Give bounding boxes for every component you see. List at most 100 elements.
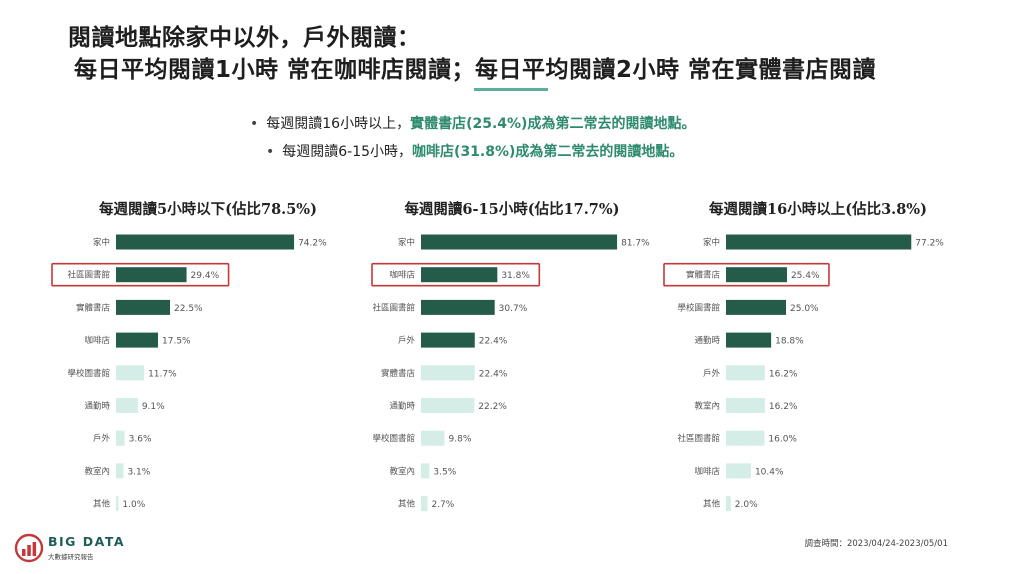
value-label: 77.2% xyxy=(915,239,944,249)
value-label: 18.8% xyxy=(775,337,804,347)
bar xyxy=(726,234,912,250)
highlight-box xyxy=(51,262,230,287)
bar xyxy=(116,267,187,283)
category-label: 實體書店 xyxy=(381,368,416,379)
bar xyxy=(726,463,751,479)
category-label: 其他 xyxy=(398,499,416,510)
category-label: 其他 xyxy=(93,499,111,510)
logo-name: BIG DATA xyxy=(48,534,126,549)
bullet-dot-icon: • xyxy=(250,116,259,132)
bar xyxy=(726,496,731,512)
bullet-dot-icon: • xyxy=(266,144,275,160)
bar xyxy=(421,267,498,283)
value-label: 11.7% xyxy=(148,369,177,379)
category-label: 教室內 xyxy=(694,401,720,412)
summary-bullet-1: • 每週閱讀16小時以上，實體書店(25.4%)成為第二常去的閱讀地點。 xyxy=(250,110,890,138)
logo-subtitle: 大數據研究報告 xyxy=(48,553,94,561)
highlight-box xyxy=(371,262,541,287)
value-label: 22.5% xyxy=(174,304,203,314)
value-label: 16.2% xyxy=(769,402,798,412)
category-label: 實體書店 xyxy=(686,270,721,281)
bar-chart-logo-icon xyxy=(14,533,44,563)
category-label: 社區圖書館 xyxy=(67,270,110,281)
category-label: 家中 xyxy=(703,237,720,248)
value-label: 29.4% xyxy=(191,271,220,281)
value-label: 17.5% xyxy=(162,337,191,347)
summary-bullets: • 每週閱讀16小時以上，實體書店(25.4%)成為第二常去的閱讀地點。 • 每週閱… xyxy=(250,110,890,166)
value-label: 74.2% xyxy=(298,239,327,249)
bullet-1-highlight: 實體書店(25.4%)成為第二常去的閱讀地點。 xyxy=(410,116,696,132)
survey-period: 調查時間：2023/04/24-2023/05/01 xyxy=(804,539,948,549)
value-label: 1.0% xyxy=(122,500,145,510)
value-label: 9.1% xyxy=(142,402,165,412)
bar xyxy=(726,430,765,446)
bar xyxy=(421,234,618,250)
category-label: 咖啡店 xyxy=(389,270,415,281)
highlight-box xyxy=(663,262,830,287)
chart-title: 每週閱讀16小時以上(佔比3.8%) xyxy=(709,200,927,218)
bar xyxy=(116,463,124,479)
value-label: 3.5% xyxy=(433,467,456,477)
bar xyxy=(726,267,787,283)
bar xyxy=(421,332,475,348)
bullet-2-text: 每週閱讀6-15小時， xyxy=(282,144,413,160)
bar xyxy=(421,496,428,512)
page-title-line2: 每日平均閱讀1小時 常在咖啡店閱讀；每日平均閱讀2小時 常在實體書店閱讀 xyxy=(74,57,877,83)
bullet-2-highlight: 咖啡店(31.8%)成為第二常去的閱讀地點。 xyxy=(412,144,684,160)
category-label: 戶外 xyxy=(703,368,721,379)
bar xyxy=(116,299,170,315)
value-label: 22.4% xyxy=(479,369,508,379)
value-label: 10.4% xyxy=(755,467,784,477)
value-label: 3.6% xyxy=(129,435,152,445)
brand-logo: BIG DATA 大數據研究報告 xyxy=(14,532,134,568)
category-label: 咖啡店 xyxy=(694,466,720,477)
category-label: 教室內 xyxy=(84,466,110,477)
value-label: 2.7% xyxy=(431,500,454,510)
summary-bullet-2: • 每週閱讀6-15小時，咖啡店(31.8%)成為第二常去的閱讀地點。 xyxy=(250,138,890,166)
value-label: 25.0% xyxy=(790,304,819,314)
category-label: 其他 xyxy=(703,499,721,510)
bar xyxy=(726,365,765,381)
title-underline xyxy=(474,88,548,91)
category-label: 家中 xyxy=(398,237,415,248)
bar xyxy=(726,299,786,315)
value-label: 30.7% xyxy=(499,304,528,314)
category-label: 教室內 xyxy=(389,466,415,477)
value-label: 9.8% xyxy=(449,435,472,445)
category-label: 家中 xyxy=(93,237,110,248)
bullet-1-text: 每週閱讀16小時以上， xyxy=(266,116,411,132)
bar xyxy=(726,332,772,348)
bar xyxy=(116,430,125,446)
bar xyxy=(116,332,158,348)
bar xyxy=(116,365,145,381)
category-label: 戶外 xyxy=(93,433,111,444)
page-title-line1: 閱讀地點除家中以外，戶外閱讀： xyxy=(68,25,421,51)
category-label: 戶外 xyxy=(398,335,416,346)
bar xyxy=(726,398,765,413)
chart-title: 每週閱讀6-15小時(佔比17.7%) xyxy=(404,200,619,218)
category-label: 通勤時 xyxy=(694,335,720,346)
category-label: 通勤時 xyxy=(84,401,110,412)
value-label: 2.0% xyxy=(735,500,758,510)
bar xyxy=(421,463,430,479)
chart-title: 每週閱讀5小時以下(佔比78.5%) xyxy=(99,200,317,218)
page-title: 閱讀地點除家中以外，戶外閱讀： 每日平均閱讀1小時 常在咖啡店閱讀；每日平均閱讀… xyxy=(68,22,968,86)
bar xyxy=(116,398,138,413)
category-label: 咖啡店 xyxy=(84,335,110,346)
category-label: 社區圖書館 xyxy=(677,433,720,444)
value-label: 25.4% xyxy=(791,271,820,281)
category-label: 學校圖書館 xyxy=(372,433,415,444)
value-label: 22.2% xyxy=(478,402,507,412)
category-label: 學校圖書館 xyxy=(677,302,720,313)
value-label: 81.7% xyxy=(621,239,650,249)
bar xyxy=(116,234,295,250)
category-label: 實體書店 xyxy=(76,302,111,313)
bar xyxy=(421,430,445,446)
bar xyxy=(421,299,495,315)
bar xyxy=(421,398,475,413)
value-label: 22.4% xyxy=(479,337,508,347)
bar xyxy=(421,365,475,381)
value-label: 31.8% xyxy=(501,271,530,281)
category-label: 社區圖書館 xyxy=(372,302,415,313)
